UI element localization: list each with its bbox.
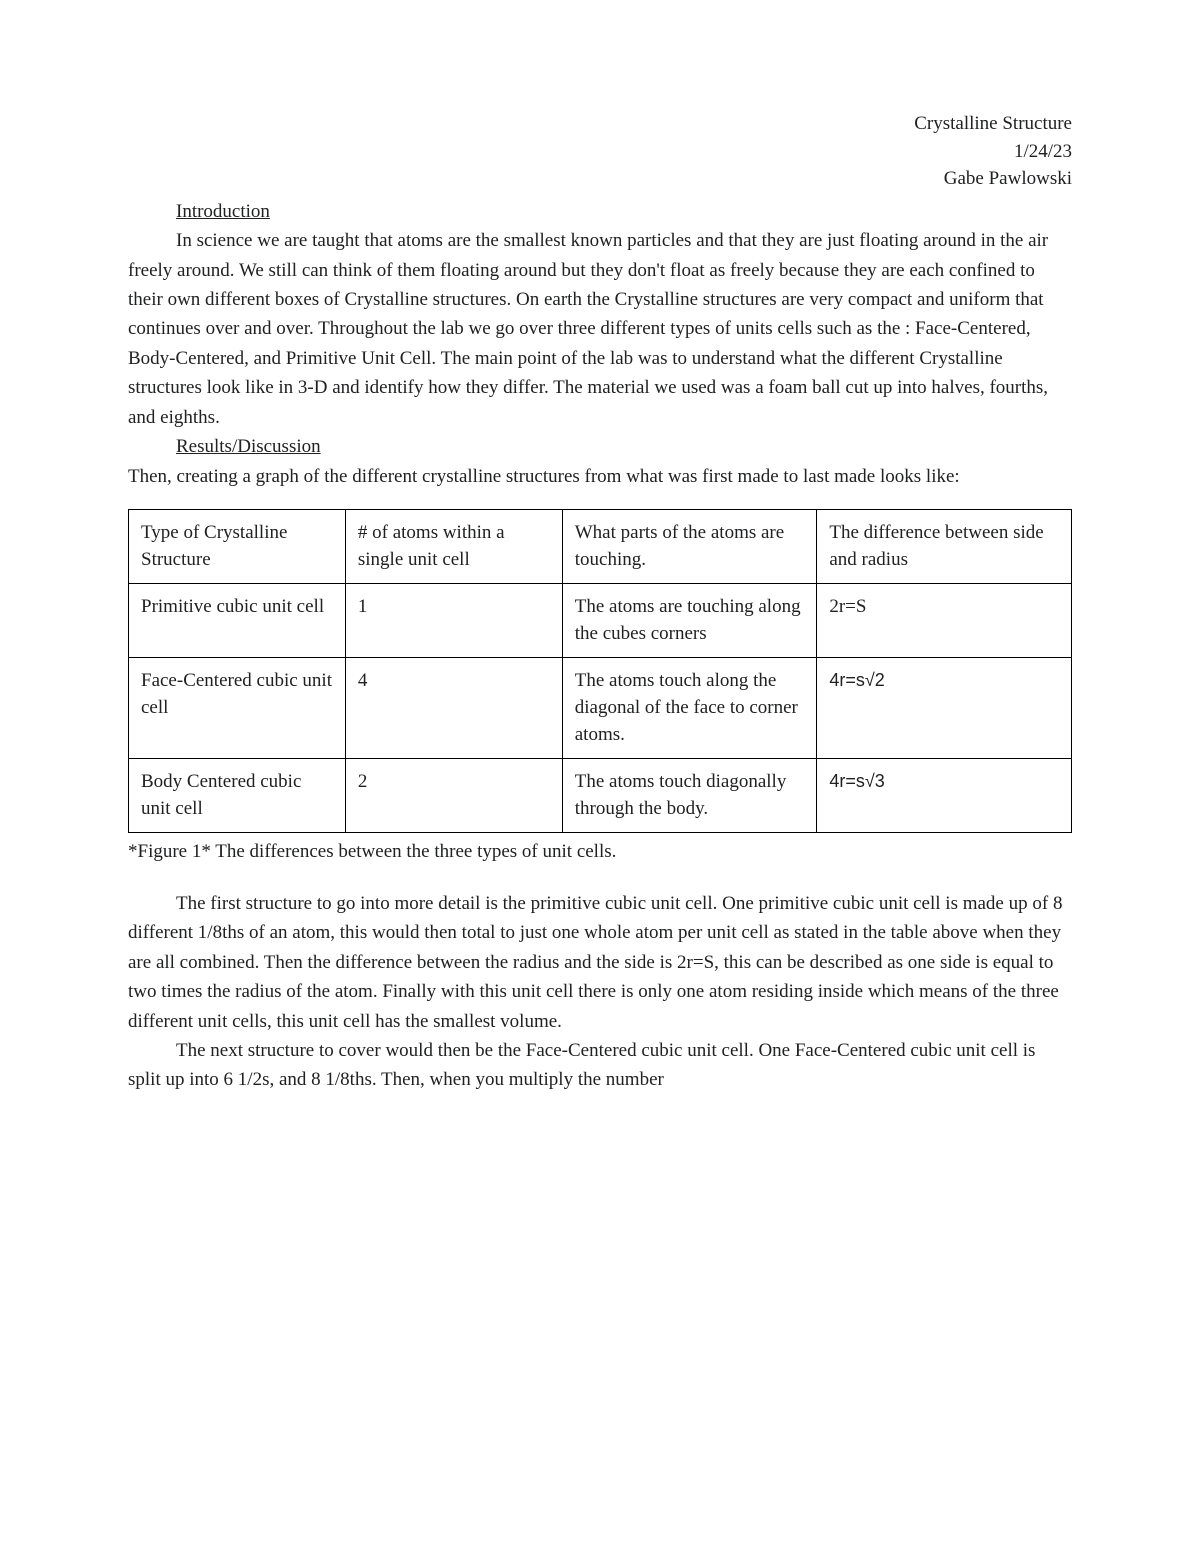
table-header-cell: Type of Crystalline Structure: [129, 510, 346, 584]
table-caption: *Figure 1* The differences between the t…: [128, 837, 1072, 866]
table-cell: 4: [345, 658, 562, 759]
results-heading-line: Results/Discussion: [128, 432, 1072, 461]
table-cell: 4r=s√3: [817, 759, 1072, 833]
formula-text: 4r=s√3: [829, 771, 884, 791]
results-heading: Results/Discussion: [176, 436, 321, 457]
doc-author: Gabe Pawlowski: [128, 165, 1072, 193]
table-cell: Primitive cubic unit cell: [129, 584, 346, 658]
discussion-p2: The next structure to cover would then b…: [128, 1036, 1072, 1095]
formula-text: 4r=s√2: [829, 670, 884, 690]
intro-heading-line: Introduction: [128, 197, 1072, 226]
table-header-cell: What parts of the atoms are touching.: [562, 510, 817, 584]
discussion-p1: The first structure to go into more deta…: [128, 889, 1072, 1036]
results-intro: Then, creating a graph of the different …: [128, 462, 1072, 491]
table-header-cell: # of atoms within a single unit cell: [345, 510, 562, 584]
table-cell: The atoms are touching along the cubes c…: [562, 584, 817, 658]
table-row: Primitive cubic unit cell 1 The atoms ar…: [129, 584, 1072, 658]
intro-paragraph: In science we are taught that atoms are …: [128, 226, 1072, 432]
table-cell: 4r=s√2: [817, 658, 1072, 759]
table-cell: Face-Centered cubic unit cell: [129, 658, 346, 759]
table-cell: The atoms touch diagonally through the b…: [562, 759, 817, 833]
intro-heading: Introduction: [176, 201, 270, 222]
doc-title: Crystalline Structure: [128, 110, 1072, 138]
table-cell: 2: [345, 759, 562, 833]
table-cell: The atoms touch along the diagonal of th…: [562, 658, 817, 759]
table-row: Body Centered cubic unit cell 2 The atom…: [129, 759, 1072, 833]
table-cell: 2r=S: [817, 584, 1072, 658]
table-header-cell: The difference between side and radius: [817, 510, 1072, 584]
table-header-row: Type of Crystalline Structure # of atoms…: [129, 510, 1072, 584]
table-cell: Body Centered cubic unit cell: [129, 759, 346, 833]
doc-date: 1/24/23: [128, 138, 1072, 166]
document-header: Crystalline Structure 1/24/23 Gabe Pawlo…: [128, 110, 1072, 193]
unit-cell-table: Type of Crystalline Structure # of atoms…: [128, 509, 1072, 833]
table-cell: 1: [345, 584, 562, 658]
table-row: Face-Centered cubic unit cell 4 The atom…: [129, 658, 1072, 759]
